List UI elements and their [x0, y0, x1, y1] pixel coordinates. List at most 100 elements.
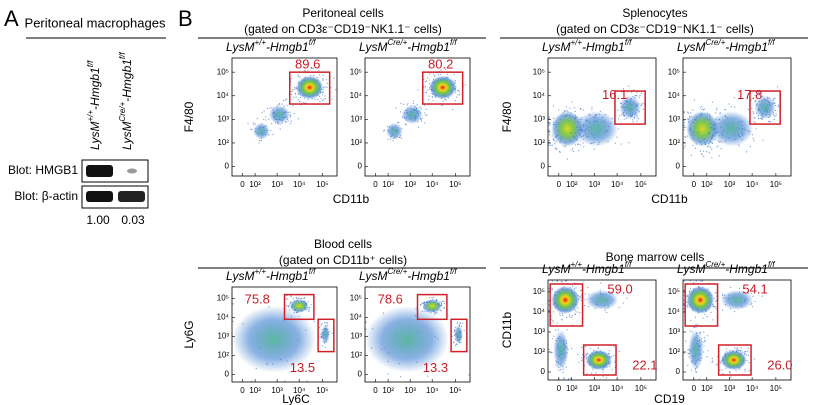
- x-tick-label: 10⁵: [770, 180, 782, 189]
- x-tick-label: 0: [692, 180, 697, 189]
- event-dot: [285, 98, 288, 100]
- event-dot: [322, 77, 324, 80]
- event-dot: [608, 350, 610, 352]
- event-dot: [383, 130, 385, 132]
- event-dot: [600, 282, 602, 284]
- event-dot: [733, 311, 736, 313]
- y-tick-label: 10⁴: [217, 313, 230, 322]
- genotype-sup: f/f: [768, 260, 775, 269]
- event-dot: [694, 316, 697, 318]
- x-tick-label: 0: [240, 386, 245, 395]
- event-dot: [294, 88, 296, 90]
- event-dot: [752, 111, 754, 113]
- event-dot: [321, 323, 323, 325]
- event-dot: [308, 309, 310, 311]
- event-dot: [618, 306, 620, 309]
- event-dot: [618, 128, 620, 130]
- y-tick-label: 10²: [533, 347, 545, 356]
- x-tick-label: 0: [373, 180, 378, 189]
- y-tick-label: 10³: [533, 327, 545, 336]
- event-dot: [712, 319, 714, 321]
- x-tick-label: 10³: [271, 386, 283, 395]
- event-dot: [614, 361, 616, 363]
- event-dot: [320, 324, 322, 326]
- event-dot: [576, 139, 578, 141]
- event-dot: [548, 122, 550, 124]
- blot-label: Blot: HMGB1: [8, 163, 78, 177]
- event-dot: [606, 311, 608, 314]
- event-dot: [683, 119, 685, 122]
- gate-percentage: 17.8: [737, 87, 762, 102]
- event-dot: [300, 297, 303, 300]
- event-dot: [550, 351, 553, 353]
- event-dot: [602, 371, 604, 373]
- event-dot: [551, 144, 553, 146]
- event-dot: [703, 331, 705, 333]
- event-dot: [747, 354, 749, 357]
- event-dot: [416, 104, 418, 106]
- event-dot: [683, 147, 685, 149]
- gate-percentage: 16.1: [602, 87, 627, 102]
- event-dot: [711, 360, 714, 362]
- event-dot: [325, 79, 328, 81]
- event-dot: [431, 96, 433, 98]
- event-dot: [569, 107, 571, 109]
- event-dot: [265, 119, 267, 121]
- event-dot: [297, 118, 300, 120]
- event-dot: [702, 317, 704, 319]
- event-dot: [429, 73, 431, 75]
- event-dot: [580, 299, 582, 301]
- event-dot: [631, 91, 633, 94]
- event-dot: [455, 343, 458, 345]
- event-dot: [738, 349, 740, 352]
- event-dot: [303, 297, 306, 299]
- event-dot: [548, 116, 550, 118]
- event-dot: [443, 307, 445, 309]
- genotype-sup: f/f: [625, 38, 632, 47]
- x-tick-label: 0: [373, 386, 378, 395]
- event-dot: [412, 100, 415, 102]
- event-dot: [574, 110, 576, 113]
- event-dot: [325, 322, 327, 324]
- x-tick-label: 10²: [701, 384, 713, 393]
- event-dot: [740, 347, 742, 349]
- event-dot: [706, 146, 709, 148]
- event-dot: [751, 134, 753, 136]
- event-dot: [763, 109, 766, 111]
- event-dot: [310, 304, 312, 306]
- genotype-sup: f/f: [450, 38, 457, 47]
- event-dot: [572, 135, 574, 137]
- event-dot: [685, 305, 688, 307]
- event-dot: [687, 352, 689, 354]
- event-dot: [290, 295, 292, 298]
- x-tick-label: 10²: [566, 384, 578, 393]
- event-dot: [299, 96, 302, 98]
- event-dot: [285, 298, 287, 300]
- event-dot: [324, 322, 326, 324]
- event-dot: [261, 112, 263, 114]
- event-dot: [580, 289, 583, 291]
- event-dot: [464, 84, 467, 86]
- event-dot: [439, 73, 442, 75]
- event-dot: [699, 107, 702, 109]
- event-dot: [739, 368, 741, 370]
- x-axis-label: CD19: [654, 392, 685, 405]
- event-dot: [709, 146, 712, 148]
- event-dot: [683, 124, 685, 126]
- event-dot: [293, 86, 296, 89]
- event-dot: [774, 97, 776, 99]
- event-dot: [716, 146, 718, 148]
- event-dot: [557, 329, 559, 331]
- event-dot: [558, 109, 560, 111]
- event-dot: [683, 303, 685, 305]
- event-dot: [324, 95, 326, 97]
- event-dot: [304, 69, 306, 71]
- event-dot: [683, 299, 685, 301]
- event-dot: [571, 315, 574, 317]
- event-dot: [561, 319, 563, 321]
- event-dot: [578, 361, 580, 363]
- event-dot: [753, 358, 755, 360]
- event-dot: [575, 287, 577, 289]
- event-dot: [247, 122, 249, 124]
- event-dot: [312, 67, 314, 70]
